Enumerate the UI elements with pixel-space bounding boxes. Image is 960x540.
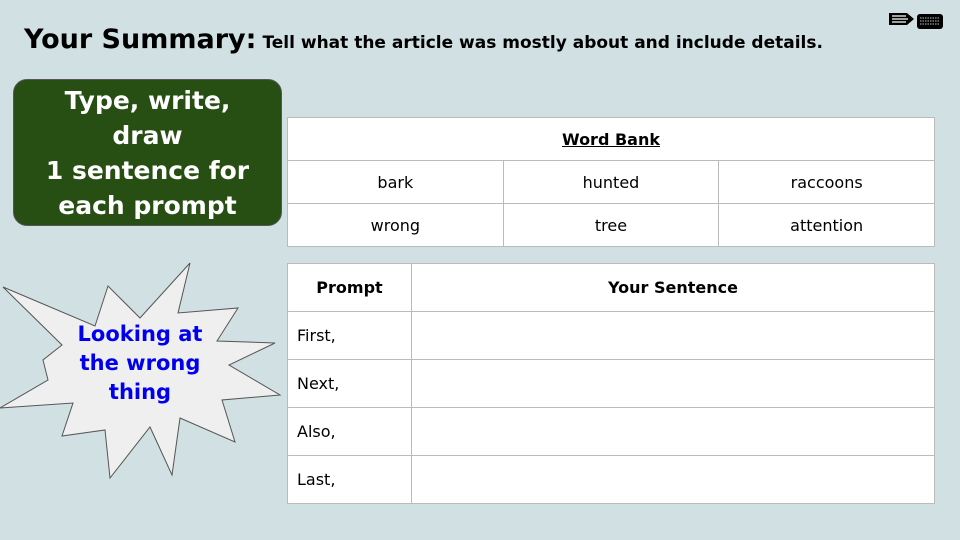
word-bank-word: wrong — [287, 203, 504, 247]
word-bank-word: tree — [502, 203, 720, 247]
word-bank-word: raccoons — [718, 160, 935, 204]
callout-text: Looking at the wrong thing — [60, 320, 220, 407]
prompt-cell: Next, — [287, 359, 412, 408]
summary-heading: Your Summary: Tell what the article was m… — [24, 24, 823, 55]
prompt-header: Prompt — [287, 263, 412, 312]
prompt-cell: Also, — [287, 407, 412, 456]
word-bank-table: Word Bank bark hunted raccoons wrong tree at… — [287, 117, 935, 247]
callout-line: thing — [108, 380, 172, 404]
sentence-cell[interactable] — [411, 359, 935, 408]
word-bank-word: attention — [718, 203, 935, 247]
sentence-cell[interactable] — [411, 407, 935, 456]
word-bank-word: bark — [287, 160, 504, 204]
prompt-table: Prompt Your Sentence First, Next, Also, L… — [287, 263, 935, 504]
sentence-cell[interactable] — [411, 311, 935, 360]
prompt-cell: First, — [287, 311, 412, 360]
subtitle: Tell what the article was mostly about a… — [262, 33, 823, 53]
prompt-cell: Last, — [287, 455, 412, 504]
sentence-cell[interactable] — [411, 455, 935, 504]
title: Your Summary: — [24, 24, 257, 55]
instruction-line: draw — [112, 120, 183, 150]
word-bank-word: hunted — [502, 160, 720, 204]
callout-line: Looking at — [77, 322, 203, 346]
word-bank-title: Word Bank — [287, 117, 935, 161]
instruction-line: each prompt — [58, 190, 237, 220]
instruction-box: Type, write, draw 1 sentence for each pr… — [13, 79, 282, 226]
instruction-line: 1 sentence for — [45, 155, 250, 185]
instruction-line: Type, write, — [64, 85, 231, 115]
sentence-header: Your Sentence — [411, 263, 935, 312]
starburst-callout-shape — [0, 262, 282, 480]
pencil-keyboard-icon — [889, 13, 943, 29]
callout-line: the wrong — [79, 351, 201, 375]
